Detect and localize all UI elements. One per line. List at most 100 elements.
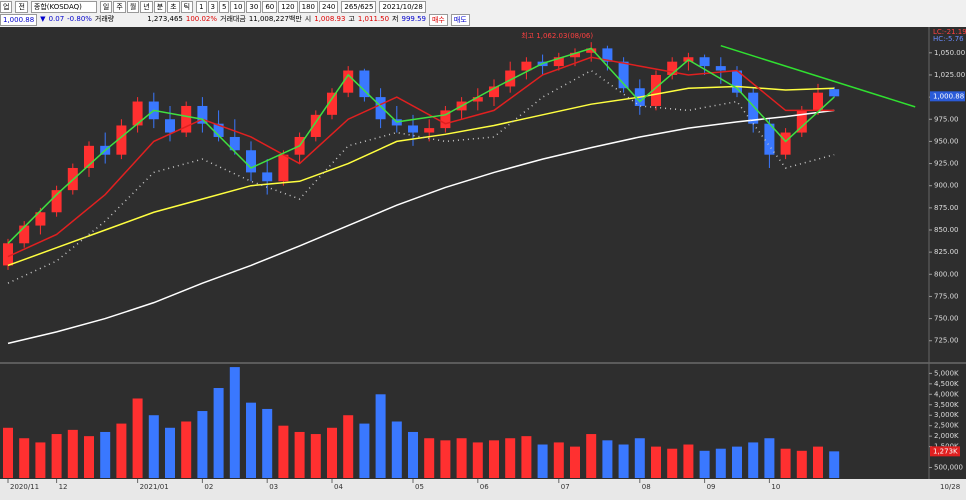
volume-bar [764,438,775,478]
candle-body [829,89,840,97]
volume-bar [408,431,418,478]
candle-body [440,110,451,129]
candle-body [3,243,13,266]
candle-body [327,92,337,115]
y-tick-label: 900.00 [934,182,959,190]
toolbar-button[interactable]: 월 [126,0,140,13]
toolbar-button[interactable]: 년 [140,0,153,13]
x-tick-label: 05 [415,483,424,491]
volume: 1,273,465 [147,15,183,23]
toolbar-button[interactable]: 틱 [180,0,194,13]
toolbar-button[interactable]: 분 [153,0,167,13]
moving-average [7,47,835,244]
label: 시 [304,15,312,23]
toolbar-button[interactable]: 1 [196,0,207,13]
candle-body [116,125,127,155]
volume-bar [148,415,159,478]
toolbar-button[interactable]: 5 [219,0,230,13]
volume-bar [732,446,742,478]
candle-body [19,225,30,244]
toolbar-button[interactable]: 3 [207,0,219,13]
candle-body [197,105,208,124]
candle-body [165,119,175,133]
candle-body [570,52,580,58]
x-tick-label: 2020/11 [10,483,39,491]
label: 거래량 [94,15,115,23]
candle-body [310,114,321,137]
y-tick-label: 925.00 [934,160,959,168]
label: 저 [392,15,399,23]
volume-bar [699,450,710,478]
candle-body [813,92,823,111]
low: 999.59 [401,15,426,23]
volume-bar [796,450,807,478]
y-tick-label: 975.00 [934,115,959,123]
volume-bar [327,427,337,478]
sell[interactable]: 매도 [450,13,470,26]
volume-bar [667,448,678,478]
candle-body [84,145,94,168]
x-tick-label: 03 [269,483,278,491]
toolbar-button[interactable]: 240 [319,0,339,13]
y-tick-label: 750.00 [934,315,959,323]
y-tick-label: 500,000 [934,464,963,472]
toolbar-button[interactable]: 30 [246,0,262,13]
candle-body [748,92,759,124]
date[interactable]: 2021/10/28 [379,0,426,13]
index-name[interactable]: 종합(KOSDAQ) [30,0,97,13]
volume-bar [391,421,402,478]
y-tick-label: 3,500K [934,401,959,409]
buy[interactable]: 매수 [428,13,448,26]
candle-body [181,105,192,133]
candle-body [699,57,710,67]
high: 1,011.50 [357,15,390,23]
candle-body [602,48,613,62]
volume-bar [51,434,62,478]
volume-bar [813,446,823,478]
rate: -0.80% [67,15,92,23]
moving-average [7,85,835,267]
candle-body [213,123,224,137]
volume-marker [930,446,960,457]
y-tick-label: 875.00 [934,204,959,212]
toolbar-button[interactable]: 60 [262,0,278,13]
candle-body [715,66,726,71]
toolbar-button[interactable]: 일 [99,0,113,13]
count: 265/625 [341,0,377,13]
candle-body [262,172,273,182]
y-tick-label: 800.00 [934,270,959,278]
volume-bar [229,367,240,478]
label: 고 [348,15,355,23]
volume-bar [165,427,175,478]
volume-bar [602,440,613,478]
price-marker-label: 1,000.88 [933,92,964,100]
candle-body [618,61,629,89]
code[interactable]: 전 [15,0,28,13]
volume-bar [618,444,629,478]
y-tick-label: 950.00 [934,137,959,145]
toolbar-button[interactable]: 10 [230,0,246,13]
candle-body [246,150,256,173]
hc-label: HC:-5.76 [933,35,964,43]
volume-bar [310,434,321,478]
toolbar-button[interactable]: 주 [113,0,126,13]
x-end-label: 10/28 [940,483,960,491]
market[interactable]: 업 [0,0,13,13]
candle-body [780,132,791,155]
volume-bar [586,434,597,478]
chart: 725.00 750.00 775.00 800.00 825.00 850.00 875.… [0,27,966,500]
volume-bar [246,402,256,478]
toolbar-button[interactable]: 초 [167,0,180,13]
y-tick-label: 825.00 [934,248,959,256]
label: 거래대금 [220,15,246,23]
volume-bar [489,440,499,478]
volume-bar [651,446,661,478]
toolbar-button[interactable]: 120 [278,0,298,13]
candle-body [796,110,807,133]
vol-rate: 100.02% [185,15,218,23]
moving-average [7,109,835,345]
toolbar-button[interactable]: 180 [298,0,318,13]
volume-bar [197,411,208,478]
volume-bar [472,442,483,478]
